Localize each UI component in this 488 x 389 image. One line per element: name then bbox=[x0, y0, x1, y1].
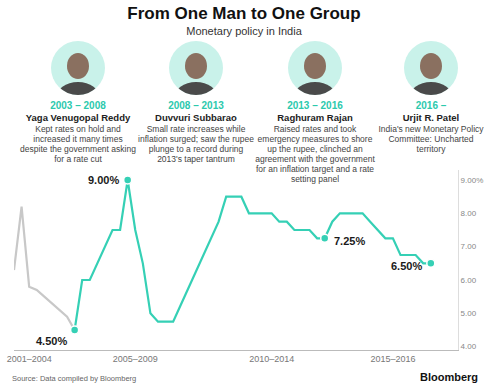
svg-text:2015–2016: 2015–2016 bbox=[370, 354, 415, 364]
svg-text:7.25%: 7.25% bbox=[334, 235, 365, 247]
html-text:Raised rates and took emergenc: Raised rates and took emergency measures… bbox=[255, 124, 375, 184]
html-text:Urjit R. Patel: Urjit R. Patel bbox=[402, 112, 460, 123]
html-text:2003 – 2008: 2003 – 2008 bbox=[50, 100, 106, 111]
html-text:2013 – 2016: 2013 – 2016 bbox=[287, 100, 343, 111]
svg-text:2005–2009: 2005–2009 bbox=[113, 354, 158, 364]
svg-text:9.00%: 9.00% bbox=[461, 176, 484, 185]
html-text:2008 – 2013: 2008 – 2013 bbox=[168, 100, 224, 111]
svg-text:4.50%: 4.50% bbox=[36, 335, 67, 347]
html-text:Duvvuri Subbarao: Duvvuri Subbarao bbox=[155, 112, 237, 123]
html-text:Source: Data compiled by Bloom: Source: Data compiled by Bloomberg bbox=[12, 374, 137, 383]
html-text:Raghuram Rajan: Raghuram Rajan bbox=[277, 112, 353, 123]
svg-text:7.00: 7.00 bbox=[461, 242, 477, 251]
svg-text:9.00%: 9.00% bbox=[88, 174, 119, 186]
html-text:Monetary policy in India: Monetary policy in India bbox=[186, 25, 302, 37]
svg-text:6.00: 6.00 bbox=[461, 276, 477, 285]
svg-text:5.00: 5.00 bbox=[461, 309, 477, 318]
html-text:Yaga Venugopal Reddy: Yaga Venugopal Reddy bbox=[25, 112, 131, 123]
svg-text:6.50%: 6.50% bbox=[391, 260, 422, 272]
svg-text:2001–2004: 2001–2004 bbox=[7, 354, 52, 364]
html-text:India's new Monetary Policy Co: India's new Monetary Policy Committee: U… bbox=[378, 124, 484, 154]
html-text:Kept rates on hold and increas: Kept rates on hold and increased it many… bbox=[20, 124, 136, 164]
svg-text:8.00: 8.00 bbox=[461, 209, 477, 218]
html-text:Bloomberg: Bloomberg bbox=[419, 371, 478, 383]
svg-text:2010–2014: 2010–2014 bbox=[249, 354, 294, 364]
html-text:From One Man to One Group: From One Man to One Group bbox=[127, 4, 361, 23]
svg-text:4.00: 4.00 bbox=[461, 342, 477, 351]
html-text:2016 –: 2016 – bbox=[415, 100, 447, 111]
html-text:Small rate increases while inf: Small rate increases while inflation sur… bbox=[138, 124, 254, 164]
